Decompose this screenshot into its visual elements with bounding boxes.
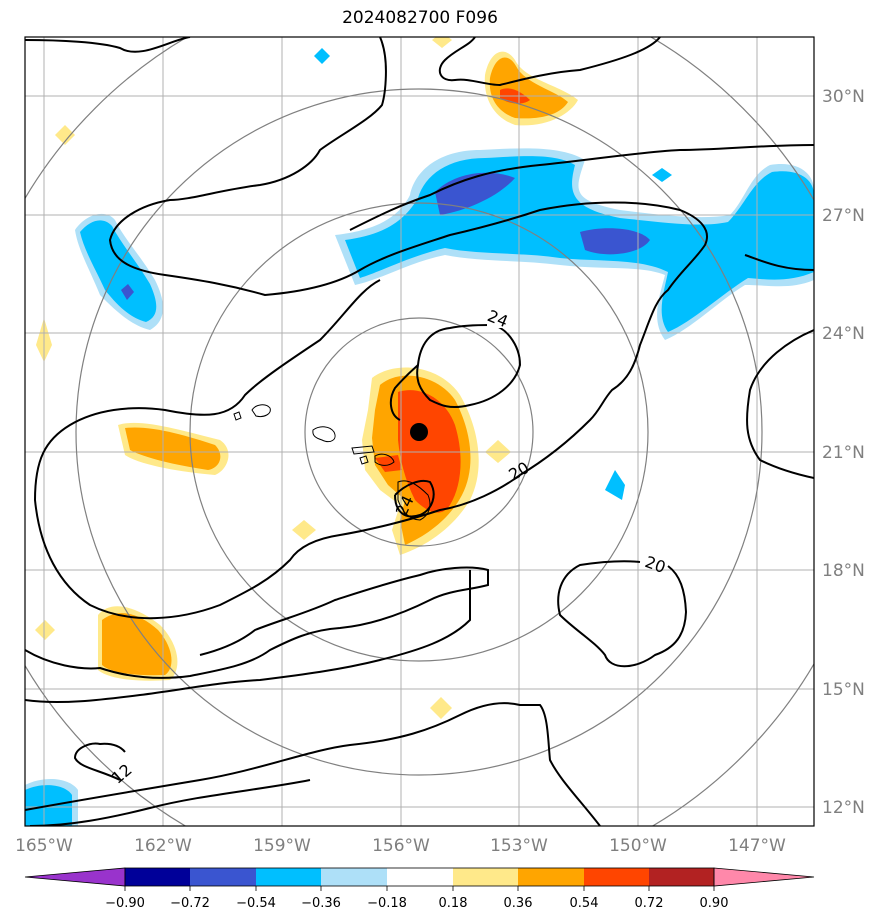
colorbar-tick-label: −0.36 xyxy=(301,896,341,911)
lat-label: 12°N xyxy=(822,798,865,818)
island-molokai xyxy=(351,445,375,455)
contour-line xyxy=(438,37,661,87)
lon-label: 147°W xyxy=(728,836,786,856)
lat-label: 27°N xyxy=(822,206,865,226)
colorbar-tick-label: −0.18 xyxy=(367,896,407,911)
colorbar-tick-label: −0.54 xyxy=(236,896,276,911)
colorbar-segment xyxy=(256,868,321,886)
lat-label: 18°N xyxy=(822,561,865,581)
negative-anomaly-west-mid xyxy=(80,220,157,322)
colorbar-segment xyxy=(649,868,714,886)
colorbar-segment xyxy=(453,868,518,886)
positive-anomaly-west-mid xyxy=(125,427,221,470)
colorbar-tick-label: −0.90 xyxy=(105,896,145,911)
colorbar: −0.90 −0.72 −0.54 −0.36 −0.18 0.18 0.36 … xyxy=(24,867,815,911)
colorbar-segment xyxy=(321,868,387,886)
positive-anomaly-spot xyxy=(432,37,452,48)
longitude-labels: 165°W 162°W 159°W 156°W 153°W 150°W 147°… xyxy=(15,836,786,856)
contour-line xyxy=(25,566,489,679)
negative-anomaly-core xyxy=(121,284,134,300)
contour-line xyxy=(416,324,522,409)
contour-line xyxy=(389,364,419,421)
lon-label: 153°W xyxy=(490,836,548,856)
island-niihau xyxy=(233,411,242,421)
lon-label: 162°W xyxy=(134,836,192,856)
contour-line xyxy=(25,570,471,704)
colorbar-tick-label: 0.18 xyxy=(439,896,468,911)
lon-label: 156°W xyxy=(372,836,430,856)
lat-label: 15°N xyxy=(822,680,865,700)
colorbar-tick-label: −0.72 xyxy=(170,896,210,911)
positive-anomaly-spot xyxy=(430,697,452,719)
contour-line xyxy=(25,37,191,53)
colorbar-segment xyxy=(518,868,584,886)
lon-label: 159°W xyxy=(253,836,311,856)
colorbar-tick-label: 0.90 xyxy=(700,896,729,911)
anomaly-shading xyxy=(25,37,814,826)
map-plot-area: 24 20 20 12 24 xyxy=(25,37,814,826)
contour-line xyxy=(557,560,688,668)
colorbar-segment xyxy=(190,868,256,886)
positive-anomaly-spot xyxy=(55,125,75,145)
island-lanai xyxy=(359,455,369,465)
negative-anomaly-spot xyxy=(605,470,625,500)
lon-label: 150°W xyxy=(609,836,667,856)
contour-line xyxy=(73,742,126,781)
negative-anomaly-spot xyxy=(314,48,330,64)
positive-anomaly-spot xyxy=(292,520,316,540)
contour-line xyxy=(744,254,814,271)
contour-line xyxy=(746,329,814,479)
colorbar-ticks xyxy=(124,886,715,891)
lat-label: 21°N xyxy=(822,443,865,463)
colorbar-segment xyxy=(125,868,190,886)
contour-line xyxy=(29,779,311,826)
island-maui xyxy=(374,453,395,466)
colorbar-extend-low xyxy=(24,867,126,887)
colorbar-extend-high xyxy=(713,867,815,887)
colorbar-segment xyxy=(387,868,453,886)
island-kauai xyxy=(251,404,271,417)
lat-label: 30°N xyxy=(822,87,865,107)
lat-label: 24°N xyxy=(822,324,865,344)
range-rings xyxy=(25,37,814,826)
island-big xyxy=(397,480,431,521)
contour-line xyxy=(25,702,601,826)
contour-line xyxy=(349,144,814,231)
map-frame xyxy=(24,36,815,827)
colorbar-tick-label: 0.72 xyxy=(635,896,664,911)
negative-anomaly-spot xyxy=(652,168,672,182)
lon-label: 165°W xyxy=(15,836,73,856)
colorbar-segment xyxy=(584,868,649,886)
positive-anomaly-small xyxy=(375,455,402,472)
negative-anomaly-core xyxy=(580,228,650,255)
isoline-contours xyxy=(25,37,814,826)
positive-anomaly-north-mid xyxy=(489,57,568,119)
storm-center-marker xyxy=(410,423,428,441)
contour-line xyxy=(33,37,708,620)
island-oahu xyxy=(312,426,336,443)
latitude-labels: 30°N 27°N 24°N 21°N 18°N 15°N 12°N xyxy=(822,87,865,818)
positive-anomaly-spot xyxy=(35,620,55,640)
coastline xyxy=(233,404,431,521)
plot-title: 2024082700 F096 xyxy=(342,8,498,28)
colorbar-tick-label: 0.36 xyxy=(504,896,533,911)
colorbar-tick-label: 0.54 xyxy=(570,896,599,911)
positive-anomaly-sw-mid xyxy=(102,613,172,676)
